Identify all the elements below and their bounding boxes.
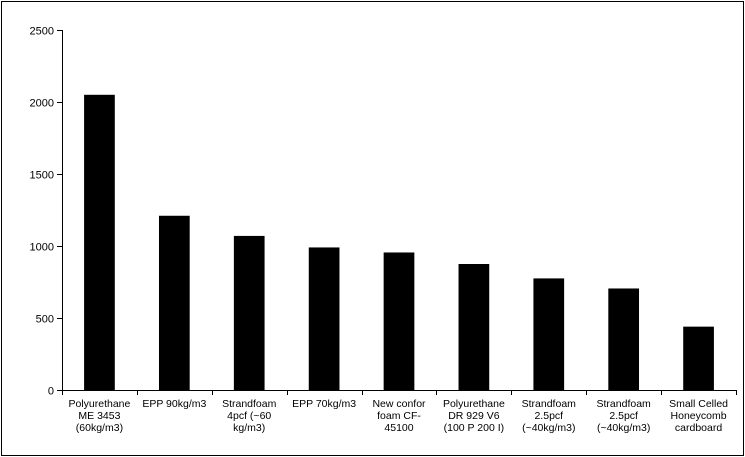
x-category-label-line: Small Celled <box>669 398 728 410</box>
x-category-label-line: 4pcf (~60 <box>227 410 271 422</box>
bar <box>158 215 190 390</box>
x-category-label-line: Strandfoam <box>522 398 577 410</box>
x-category-label: New confor foam CF-45100 <box>372 398 426 434</box>
x-category-label: EPP 70kg/m3 <box>292 398 356 410</box>
x-category-label-line: Honeycomb <box>671 410 727 422</box>
x-category-label-line: foam CF- <box>377 410 421 422</box>
x-category-label-line: 2.5pcf <box>534 410 563 422</box>
x-category-label-line: Strandfoam <box>597 398 652 410</box>
x-category-label-line: DR 929 V6 <box>448 410 500 422</box>
y-tick-label: 1000 <box>30 242 54 254</box>
bar <box>84 94 115 391</box>
bar <box>458 264 490 390</box>
x-category-label-line: (100 P 200 I) <box>444 422 505 434</box>
x-category-label-line: (~40kg/m3) <box>597 422 650 434</box>
x-category-label: Small Celled Honeycomb cardboard <box>669 398 728 434</box>
x-category-label-line: EPP 70kg/m3 <box>292 398 356 410</box>
x-category-label: Strandfoam 4pcf (~60 kg/m3) <box>222 398 277 434</box>
x-category-label-line: Strandfoam <box>222 398 277 410</box>
x-category-label: Strandfoam 2.5pcf (~40kg/m3) <box>597 398 652 434</box>
bar <box>608 288 640 390</box>
x-category-label-line: cardboard <box>675 422 722 434</box>
x-category-label-line: Polyurethane <box>443 398 505 410</box>
y-tick-label: 2500 <box>30 26 54 38</box>
bar <box>308 247 340 390</box>
x-category-label-line: EPP 90kg/m3 <box>142 398 206 410</box>
x-category-label-line: 45100 <box>384 422 413 434</box>
x-category-label-line: Polyurethane <box>68 398 130 410</box>
x-category-label: Polyurethane ME 3453 (60kg/m3) <box>68 398 130 434</box>
x-category-label-line: ME 3453 <box>78 410 120 422</box>
x-category-label: Strandfoam 2.5pcf (~40kg/m3) <box>522 398 577 434</box>
bar <box>233 235 265 390</box>
bar <box>383 252 415 390</box>
bar <box>683 326 714 390</box>
x-category-label-line: 2.5pcf <box>609 410 638 422</box>
y-tick-label: 1500 <box>30 170 54 182</box>
x-category-label: EPP 90kg/m3 <box>142 398 206 410</box>
x-category-label-line: New confor <box>372 398 426 410</box>
x-category-label-line: (60kg/m3) <box>76 422 123 434</box>
bar <box>533 278 565 390</box>
y-tick-label: 0 <box>48 386 54 398</box>
x-category-label: Polyurethane DR 929 V6 (100 P 200 I) <box>443 398 505 434</box>
x-category-label-line: (~40kg/m3) <box>522 422 575 434</box>
y-tick-label: 500 <box>36 314 54 326</box>
y-tick-label: 2000 <box>30 98 54 110</box>
x-category-label-line: kg/m3) <box>233 422 265 434</box>
